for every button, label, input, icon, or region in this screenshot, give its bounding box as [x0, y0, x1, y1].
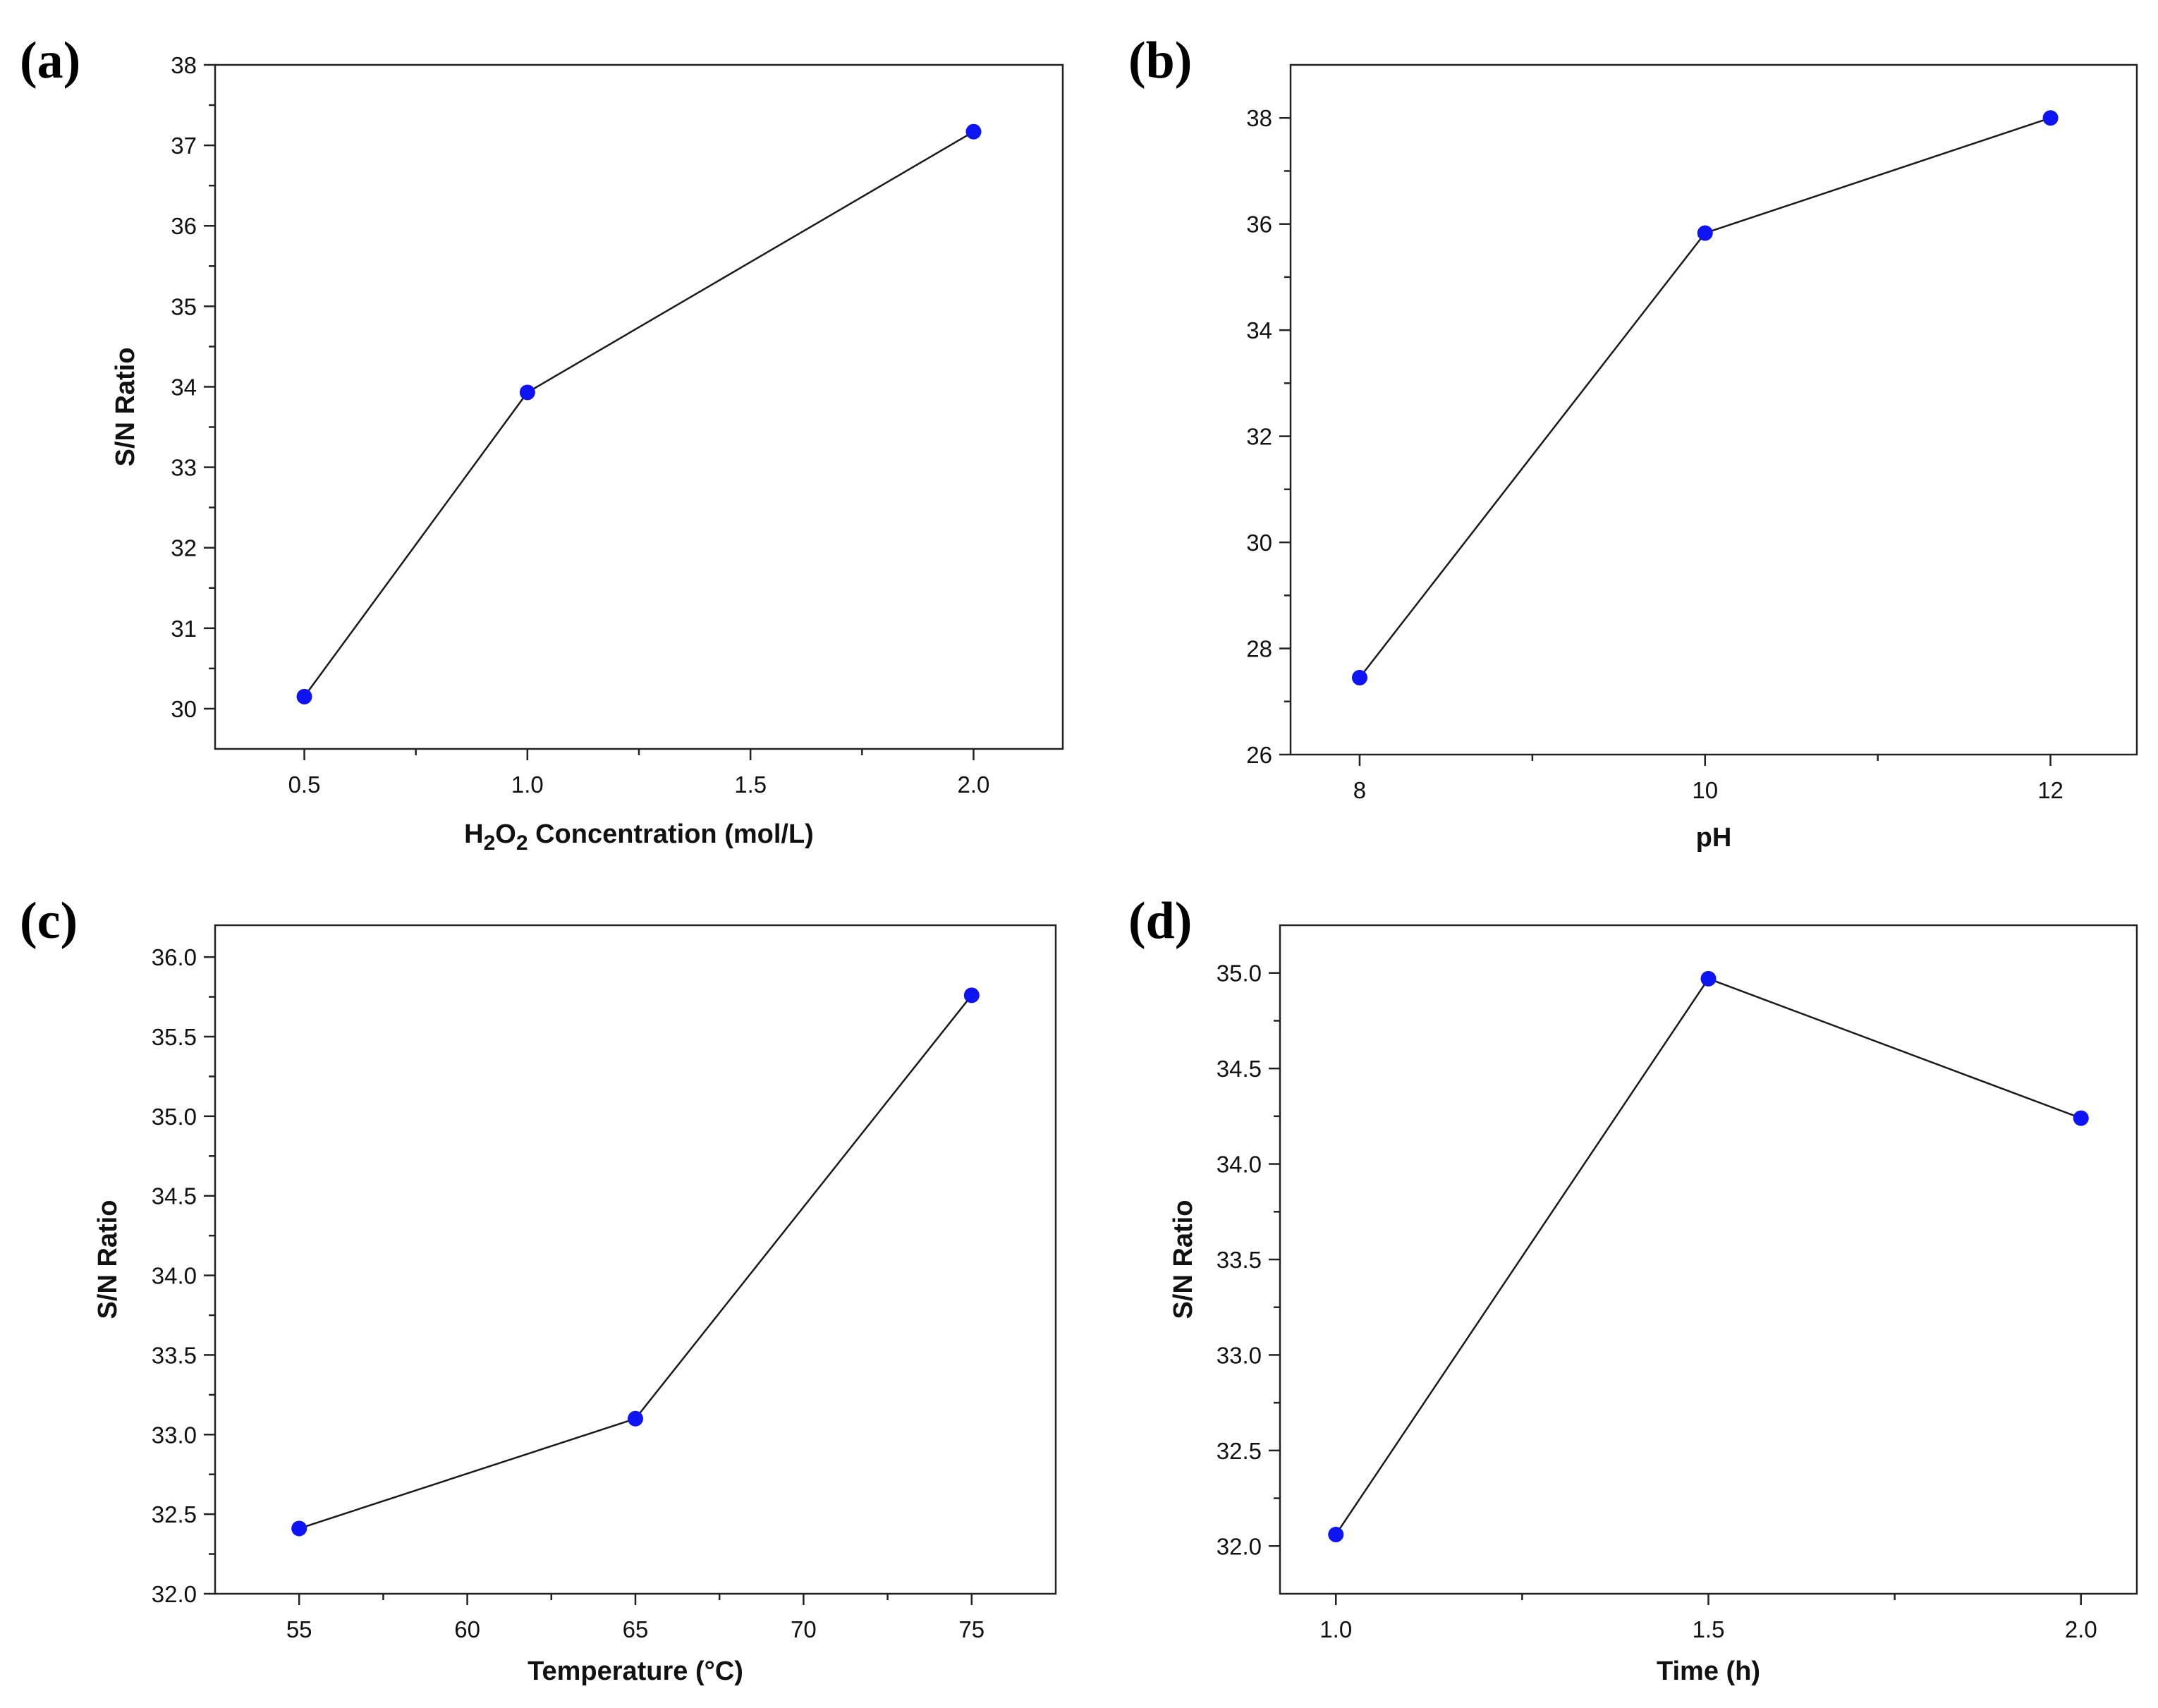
data-point — [296, 688, 312, 704]
y-axis-title: S/N Ratio — [111, 348, 140, 467]
plot-frame — [1279, 924, 2138, 1595]
y-tick-label: 32.5 — [152, 1501, 197, 1527]
series-line — [298, 994, 973, 1530]
panel-b: (b) 26 28 30 32 34 36 38 8 10 12 pH — [1128, 32, 2138, 853]
y-axis-title: S/N Ratio — [93, 1200, 123, 1319]
y-tick-label: 28 — [1246, 636, 1272, 662]
data-point — [1328, 1527, 1344, 1543]
x-axis-title: H2O2 Concentration (mol/L) — [464, 819, 814, 855]
y-tick-label: 38 — [171, 52, 197, 78]
y-tick-label: 33 — [171, 455, 197, 481]
y-tick-label: 35.0 — [1217, 960, 1262, 987]
y-tick-label: 35.5 — [152, 1024, 197, 1050]
x-tick-label: 10 — [1692, 777, 1718, 803]
y-tick-label: 26 — [1246, 742, 1272, 768]
y-tick-label: 35 — [171, 293, 197, 319]
x-tick-label: 1.0 — [511, 771, 544, 798]
plot-frame — [1289, 63, 2138, 756]
data-point — [1351, 669, 1367, 685]
panel-label-a: (a) — [20, 32, 80, 90]
y-tick-label: 32.0 — [1217, 1533, 1262, 1559]
x-tick-label: 75 — [958, 1616, 984, 1642]
y-tick-label: 30 — [171, 696, 197, 722]
y-tick-label: 36.0 — [152, 944, 197, 970]
x-tick-label: 8 — [1353, 777, 1366, 803]
x-tick-label: 65 — [623, 1616, 649, 1642]
y-tick-label: 32.5 — [1217, 1438, 1262, 1464]
data-point — [965, 123, 982, 140]
panel-a: (a) 30 31 32 33 34 35 36 37 38 0.5 1.0 1.5 2.0 H2O2 C… — [20, 32, 1064, 855]
y-tick-label: 34.0 — [1217, 1152, 1262, 1178]
data-point — [291, 1520, 307, 1537]
x-tick-label: 1.0 — [1319, 1616, 1352, 1642]
y-tick-label: 32 — [1246, 424, 1272, 450]
y-tick-label: 34 — [1246, 317, 1272, 343]
data-point — [2042, 110, 2059, 126]
panel-c: (c) 32.0 32.5 33.0 33.5 34.0 34.5 35.0 35.5 36.0… — [20, 892, 1057, 1686]
plot-frame — [214, 924, 1057, 1595]
panel-label-c: (c) — [20, 892, 78, 950]
y-tick-label: 37 — [171, 133, 197, 159]
y-tick-label: 30 — [1246, 530, 1272, 556]
y-tick-label: 35.0 — [152, 1104, 197, 1130]
data-point — [519, 384, 535, 401]
x-tick-label: 2.0 — [2065, 1616, 2097, 1642]
y-tick-label: 33.0 — [1217, 1342, 1262, 1368]
x-axis-title: Time (h) — [1657, 1657, 1760, 1686]
x-tick-label: 55 — [286, 1616, 312, 1642]
y-tick-label: 34.0 — [152, 1263, 197, 1289]
panel-d: (d) 32.0 32.5 33.0 33.5 34.0 34.5 35.0 1.0 1.5 2.… — [1128, 892, 2138, 1686]
y-tick-label: 34 — [171, 374, 197, 400]
data-point — [1697, 225, 1713, 241]
x-tick-label: 1.5 — [1693, 1616, 1725, 1642]
data-point — [628, 1410, 643, 1427]
series-line — [1359, 117, 2051, 678]
y-tick-label: 36 — [1246, 212, 1272, 238]
panel-label-b: (b) — [1128, 32, 1192, 90]
data-point — [1700, 970, 1717, 987]
y-tick-label: 34.5 — [152, 1183, 197, 1209]
data-point — [963, 987, 980, 1004]
x-tick-label: 2.0 — [958, 771, 990, 798]
y-tick-label: 38 — [1246, 105, 1272, 131]
y-tick-label: 32 — [171, 535, 197, 561]
x-tick-label: 12 — [2037, 777, 2063, 803]
panel-label-d: (d) — [1128, 892, 1192, 950]
x-tick-label: 1.5 — [734, 771, 767, 798]
y-tick-label: 33.5 — [1217, 1247, 1262, 1273]
x-tick-label: 0.5 — [288, 771, 321, 798]
series-line — [303, 130, 975, 697]
data-point — [2073, 1110, 2089, 1126]
y-tick-label: 32.0 — [152, 1581, 197, 1607]
y-axis-title: S/N Ratio — [1169, 1200, 1198, 1319]
y-tick-label: 33.0 — [152, 1422, 197, 1448]
series-line — [1335, 977, 2082, 1535]
x-axis-title: pH — [1696, 823, 1732, 853]
y-tick-label: 34.5 — [1217, 1056, 1262, 1082]
y-tick-label: 33.5 — [152, 1342, 197, 1368]
y-tick-label: 36 — [171, 213, 197, 239]
y-tick-label: 31 — [171, 616, 197, 642]
x-axis-title: Temperature (°C) — [528, 1657, 743, 1686]
x-tick-label: 60 — [454, 1616, 480, 1642]
x-tick-label: 70 — [791, 1616, 817, 1642]
